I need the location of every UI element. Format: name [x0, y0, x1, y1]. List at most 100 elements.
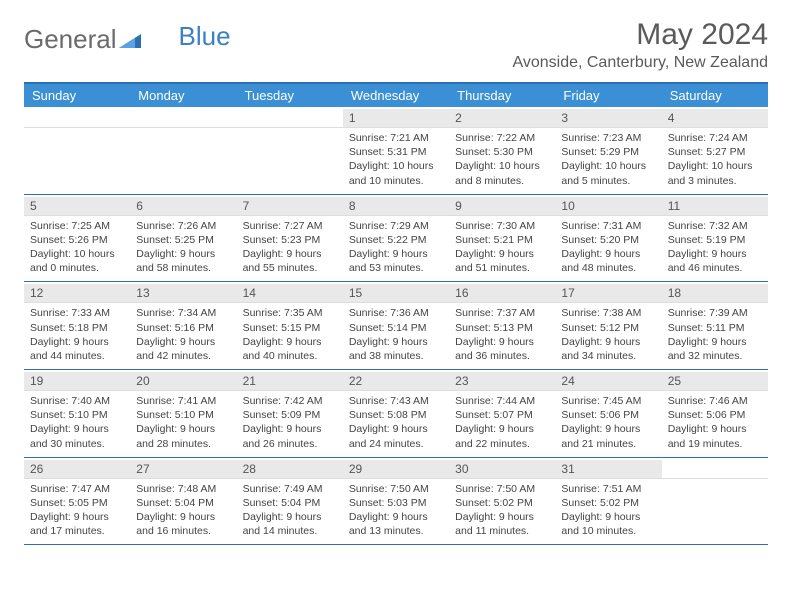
calendar-cell: 13Sunrise: 7:34 AMSunset: 5:16 PMDayligh…	[130, 282, 236, 369]
day-header-cell: Saturday	[662, 84, 768, 107]
daylight-text: Daylight: 10 hours and 0 minutes.	[30, 247, 124, 275]
daylight-text: Daylight: 9 hours and 32 minutes.	[668, 335, 762, 363]
sunset-text: Sunset: 5:08 PM	[349, 408, 443, 422]
sunset-text: Sunset: 5:11 PM	[668, 321, 762, 335]
day-number: 30	[449, 460, 555, 479]
sunrise-text: Sunrise: 7:24 AM	[668, 131, 762, 145]
calendar-cell: 22Sunrise: 7:43 AMSunset: 5:08 PMDayligh…	[343, 370, 449, 457]
sunrise-text: Sunrise: 7:42 AM	[243, 394, 337, 408]
sunrise-text: Sunrise: 7:33 AM	[30, 306, 124, 320]
sunrise-text: Sunrise: 7:45 AM	[561, 394, 655, 408]
sunset-text: Sunset: 5:26 PM	[30, 233, 124, 247]
day-number: 6	[130, 197, 236, 216]
sunrise-text: Sunrise: 7:49 AM	[243, 482, 337, 496]
day-number: 15	[343, 284, 449, 303]
sunset-text: Sunset: 5:27 PM	[668, 145, 762, 159]
day-header-cell: Friday	[555, 84, 661, 107]
day-number: 31	[555, 460, 661, 479]
daylight-text: Daylight: 9 hours and 26 minutes.	[243, 422, 337, 450]
calendar-cell: 1Sunrise: 7:21 AMSunset: 5:31 PMDaylight…	[343, 107, 449, 194]
sunset-text: Sunset: 5:06 PM	[561, 408, 655, 422]
calendar-week: 1 Sunrise: 7:21 AMSunset: 5:31 PM Daylight…	[24, 107, 768, 195]
day-header-cell: Wednesday	[343, 84, 449, 107]
day-number: 28	[237, 460, 343, 479]
calendar-cell: 3Sunrise: 7:23 AMSunset: 5:29 PMDaylight…	[555, 107, 661, 194]
day-number: 18	[662, 284, 768, 303]
day-header-cell: Monday	[130, 84, 236, 107]
day-number: 13	[130, 284, 236, 303]
sunset-text: Sunset: 5:23 PM	[243, 233, 337, 247]
calendar-cell-blank	[662, 458, 768, 545]
calendar-cell: 25Sunrise: 7:46 AMSunset: 5:06 PMDayligh…	[662, 370, 768, 457]
calendar-cell: 27Sunrise: 7:48 AMSunset: 5:04 PMDayligh…	[130, 458, 236, 545]
logo-text-2: Blue	[179, 21, 231, 52]
daylight-text: Daylight: 9 hours and 46 minutes.	[668, 247, 762, 275]
sunrise-text: Sunrise: 7:46 AM	[668, 394, 762, 408]
sunrise-text: Sunrise: 7:41 AM	[136, 394, 230, 408]
daylight-text: Daylight: 9 hours and 55 minutes.	[243, 247, 337, 275]
daylight-text: Daylight: 9 hours and 53 minutes.	[349, 247, 443, 275]
sunset-text: Sunset: 5:16 PM	[136, 321, 230, 335]
day-number: 23	[449, 372, 555, 391]
daylight-text: Daylight: 10 hours and 3 minutes.	[668, 159, 762, 187]
calendar-cell: 8Sunrise: 7:29 AMSunset: 5:22 PMDaylight…	[343, 195, 449, 282]
day-number: 1	[343, 109, 449, 128]
day-number: 11	[662, 197, 768, 216]
sunset-text: Sunset: 5:20 PM	[561, 233, 655, 247]
day-number: 5	[24, 197, 130, 216]
daylight-text: Daylight: 10 hours and 5 minutes.	[561, 159, 655, 187]
sunrise-text: Sunrise: 7:47 AM	[30, 482, 124, 496]
day-number: 8	[343, 197, 449, 216]
calendar-cell: 14Sunrise: 7:35 AMSunset: 5:15 PMDayligh…	[237, 282, 343, 369]
day-number: 16	[449, 284, 555, 303]
day-number: 25	[662, 372, 768, 391]
calendar-cell: 15Sunrise: 7:36 AMSunset: 5:14 PMDayligh…	[343, 282, 449, 369]
calendar-cell: 9Sunrise: 7:30 AMSunset: 5:21 PMDaylight…	[449, 195, 555, 282]
daylight-text: Daylight: 9 hours and 22 minutes.	[455, 422, 549, 450]
sunset-text: Sunset: 5:04 PM	[243, 496, 337, 510]
day-header-cell: Thursday	[449, 84, 555, 107]
day-number: 29	[343, 460, 449, 479]
daylight-text: Daylight: 9 hours and 48 minutes.	[561, 247, 655, 275]
daylight-text: Daylight: 9 hours and 21 minutes.	[561, 422, 655, 450]
sunrise-text: Sunrise: 7:21 AM	[349, 131, 443, 145]
title-block: May 2024 Avonside, Canterbury, New Zeala…	[512, 18, 768, 72]
sunset-text: Sunset: 5:25 PM	[136, 233, 230, 247]
calendar-body: 1 Sunrise: 7:21 AMSunset: 5:31 PM Daylight…	[24, 107, 768, 545]
calendar-cell: 29Sunrise: 7:50 AMSunset: 5:03 PMDayligh…	[343, 458, 449, 545]
calendar-cell: 28Sunrise: 7:49 AMSunset: 5:04 PMDayligh…	[237, 458, 343, 545]
sunrise-text: Sunrise: 7:22 AM	[455, 131, 549, 145]
sunrise-text: Sunrise: 7:30 AM	[455, 219, 549, 233]
daylight-text: Daylight: 9 hours and 30 minutes.	[30, 422, 124, 450]
day-number-blank	[237, 109, 343, 128]
calendar-week: 5Sunrise: 7:25 AMSunset: 5:26 PMDaylight…	[24, 195, 768, 283]
calendar-week: 26Sunrise: 7:47 AMSunset: 5:05 PMDayligh…	[24, 458, 768, 546]
daylight-text: Daylight: 9 hours and 38 minutes.	[349, 335, 443, 363]
day-number: 10	[555, 197, 661, 216]
sunrise-text: Sunrise: 7:26 AM	[136, 219, 230, 233]
daylight-text: Daylight: 9 hours and 58 minutes.	[136, 247, 230, 275]
sunrise-text: Sunrise: 7:48 AM	[136, 482, 230, 496]
page-title: May 2024	[512, 18, 768, 52]
daylight-text: Daylight: 9 hours and 36 minutes.	[455, 335, 549, 363]
daylight-text: Daylight: 9 hours and 44 minutes.	[30, 335, 124, 363]
sunrise-text: Sunrise: 7:35 AM	[243, 306, 337, 320]
sunrise-text: Sunrise: 7:38 AM	[561, 306, 655, 320]
day-number: 26	[24, 460, 130, 479]
day-number: 24	[555, 372, 661, 391]
calendar-cell: 23Sunrise: 7:44 AMSunset: 5:07 PMDayligh…	[449, 370, 555, 457]
daylight-text: Daylight: 9 hours and 24 minutes.	[349, 422, 443, 450]
calendar-cell: 16Sunrise: 7:37 AMSunset: 5:13 PMDayligh…	[449, 282, 555, 369]
sunrise-text: Sunrise: 7:44 AM	[455, 394, 549, 408]
daylight-text: Daylight: 9 hours and 19 minutes.	[668, 422, 762, 450]
sunset-text: Sunset: 5:04 PM	[136, 496, 230, 510]
calendar-cell: 11Sunrise: 7:32 AMSunset: 5:19 PMDayligh…	[662, 195, 768, 282]
daylight-text: Daylight: 10 hours and 8 minutes.	[455, 159, 549, 187]
day-header-row: SundayMondayTuesdayWednesdayThursdayFrid…	[24, 84, 768, 107]
sunset-text: Sunset: 5:14 PM	[349, 321, 443, 335]
sunrise-text: Sunrise: 7:34 AM	[136, 306, 230, 320]
sunset-text: Sunset: 5:10 PM	[30, 408, 124, 422]
calendar-cell: 24 Sunrise: 7:45 AMSunset: 5:06 PMDayligh…	[555, 370, 661, 457]
sunset-text: Sunset: 5:31 PM	[349, 145, 443, 159]
sunrise-text: Sunrise: 7:50 AM	[455, 482, 549, 496]
